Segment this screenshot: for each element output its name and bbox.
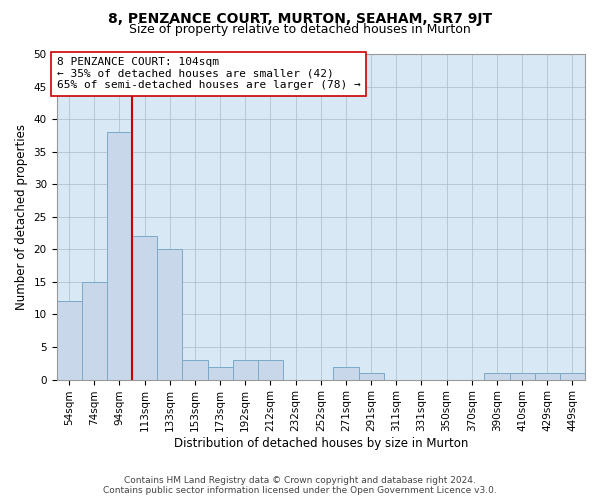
Bar — [258, 360, 283, 380]
Bar — [484, 373, 509, 380]
Text: 8, PENZANCE COURT, MURTON, SEAHAM, SR7 9JT: 8, PENZANCE COURT, MURTON, SEAHAM, SR7 9… — [108, 12, 492, 26]
Bar — [182, 360, 208, 380]
Bar — [107, 132, 132, 380]
X-axis label: Distribution of detached houses by size in Murton: Distribution of detached houses by size … — [173, 437, 468, 450]
Bar — [334, 366, 359, 380]
Text: Contains HM Land Registry data © Crown copyright and database right 2024.
Contai: Contains HM Land Registry data © Crown c… — [103, 476, 497, 495]
Text: 8 PENZANCE COURT: 104sqm
← 35% of detached houses are smaller (42)
65% of semi-d: 8 PENZANCE COURT: 104sqm ← 35% of detach… — [56, 58, 360, 90]
Bar — [535, 373, 560, 380]
Bar — [56, 302, 82, 380]
Bar — [560, 373, 585, 380]
Bar — [509, 373, 535, 380]
Bar — [208, 366, 233, 380]
Text: Size of property relative to detached houses in Murton: Size of property relative to detached ho… — [129, 22, 471, 36]
Bar — [132, 236, 157, 380]
Bar — [233, 360, 258, 380]
Bar — [82, 282, 107, 380]
Bar — [359, 373, 383, 380]
Bar — [157, 250, 182, 380]
Y-axis label: Number of detached properties: Number of detached properties — [15, 124, 28, 310]
